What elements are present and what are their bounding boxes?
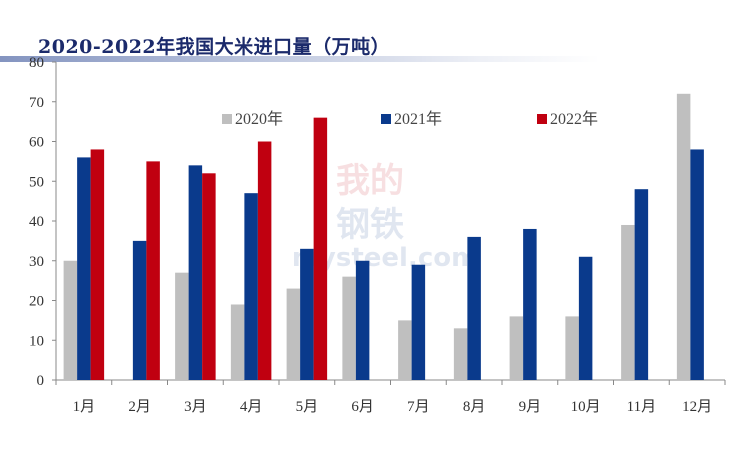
bar-2020年-5月 — [286, 288, 301, 380]
x-tick-label: 7月 — [407, 399, 430, 415]
legend-label: 2020年 — [235, 110, 283, 128]
x-tick-label: 10月 — [571, 399, 601, 415]
axes — [52, 61, 726, 385]
x-tick-label: 5月 — [296, 399, 319, 415]
bar-2022年-4月 — [257, 141, 272, 380]
y-tick-label: 50 — [29, 174, 44, 190]
x-tick-label: 2月 — [128, 399, 151, 415]
chart-title: 2020-2022年我国大米进口量（万吨） — [38, 36, 391, 58]
bar-2022年-1月 — [90, 149, 105, 380]
x-tick-label: 6月 — [351, 399, 374, 415]
x-tick-label: 1月 — [73, 399, 96, 415]
y-tick-label: 60 — [29, 135, 44, 151]
legend-swatch — [537, 114, 547, 124]
bar-2021年-8月 — [467, 236, 481, 380]
bar-2021年-10月 — [578, 256, 593, 380]
bar-2021年-11月 — [634, 189, 649, 380]
y-tick-label: 30 — [29, 254, 44, 270]
x-tick-label: 4月 — [240, 399, 263, 415]
x-tick-label: 8月 — [463, 399, 486, 415]
bars — [63, 93, 704, 381]
x-tick-label: 11月 — [627, 399, 656, 415]
y-tick-label: 70 — [29, 95, 44, 111]
legend-label: 2021年 — [394, 110, 442, 128]
y-tick-labels: 0 10 20 30 40 50 60 70 80 — [29, 55, 44, 389]
bar-2020年-8月 — [453, 328, 468, 380]
bar-2020年-7月 — [398, 320, 412, 380]
bar-2020年-11月 — [621, 224, 635, 380]
x-tick-label: 3月 — [184, 399, 207, 415]
bar-2022年-5月 — [313, 117, 328, 381]
bar-2021年-12月 — [690, 149, 704, 380]
legend-swatch — [222, 114, 232, 124]
x-tick-label: 9月 — [519, 399, 542, 415]
bar-2021年-9月 — [523, 228, 537, 380]
bar-2020年-6月 — [342, 276, 356, 380]
y-tick-label: 0 — [37, 373, 45, 389]
bar-2020年-3月 — [175, 272, 189, 380]
x-tick-label: 12月 — [682, 399, 712, 415]
y-tick-label: 10 — [29, 333, 44, 349]
bar-2020年-4月 — [230, 304, 245, 380]
legend-swatch — [381, 114, 391, 124]
legend: 2020年 2021年 2022年 — [222, 110, 598, 128]
legend-label: 2022年 — [550, 110, 598, 128]
y-tick-label: 40 — [29, 214, 44, 230]
bar-2020年-10月 — [565, 316, 579, 380]
watermark-line1: 我的 — [336, 161, 404, 201]
bar-2020年-1月 — [63, 260, 78, 380]
bar-2022年-2月 — [146, 161, 160, 380]
bar-2021年-1月 — [77, 157, 91, 380]
bar-2022年-3月 — [202, 173, 216, 380]
y-tick-label: 20 — [29, 294, 44, 310]
bar-2021年-7月 — [411, 264, 426, 380]
bar-2021年-6月 — [355, 260, 370, 380]
bar-2021年-2月 — [132, 240, 147, 380]
watermark-line2: 钢铁 — [336, 205, 404, 245]
bar-2021年-5月 — [300, 248, 314, 380]
bar-2020年-12月 — [676, 93, 691, 381]
bar-2020年-9月 — [509, 316, 524, 380]
bar-2021年-3月 — [188, 165, 203, 380]
bar-2021年-4月 — [244, 193, 258, 380]
title-underline — [0, 56, 600, 62]
y-tick-label: 80 — [29, 55, 44, 71]
x-tick-labels: 1月 2月 3月 4月 5月 6月 7月 8月 9月 10月 11月 12月 — [73, 399, 713, 415]
